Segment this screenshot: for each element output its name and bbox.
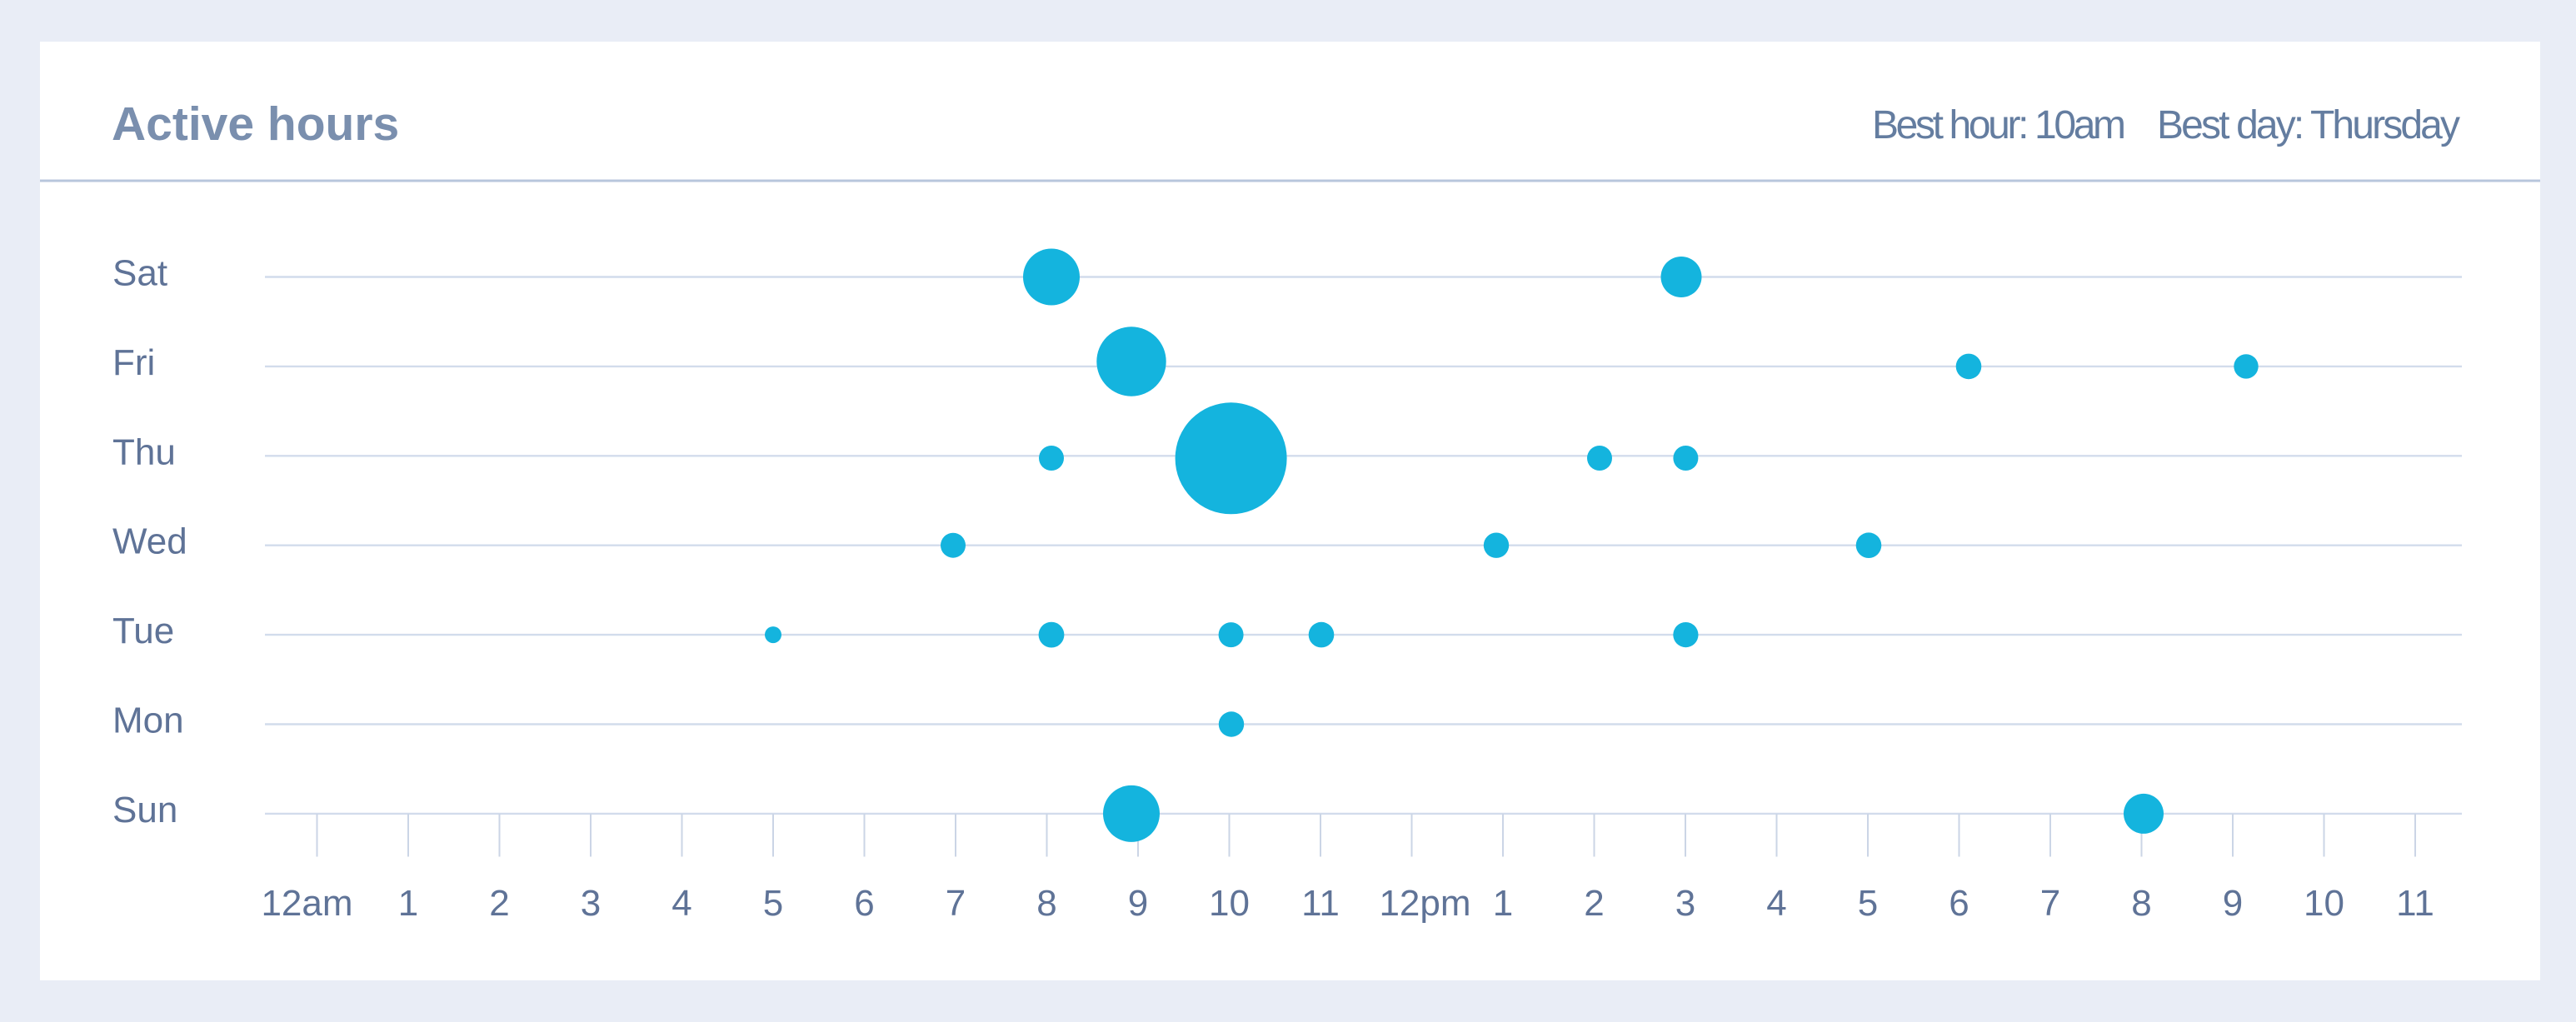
svg-text:2: 2 xyxy=(489,883,509,924)
svg-text:3: 3 xyxy=(1675,883,1695,924)
svg-text:6: 6 xyxy=(1949,883,1969,924)
svg-text:6: 6 xyxy=(854,883,874,924)
svg-text:Thu: Thu xyxy=(112,431,176,472)
svg-text:7: 7 xyxy=(2040,883,2060,924)
svg-text:9: 9 xyxy=(2223,883,2243,924)
svg-text:Wed: Wed xyxy=(112,521,187,562)
svg-text:Best hour: 10am: Best hour: 10am xyxy=(1872,103,2126,147)
svg-text:Fri: Fri xyxy=(112,342,155,383)
svg-text:Sun: Sun xyxy=(112,790,177,830)
svg-text:10: 10 xyxy=(2304,883,2344,924)
svg-text:8: 8 xyxy=(2131,883,2151,924)
svg-text:4: 4 xyxy=(671,883,691,924)
svg-text:1: 1 xyxy=(1493,883,1513,924)
svg-text:7: 7 xyxy=(946,883,966,924)
svg-text:3: 3 xyxy=(581,883,601,924)
svg-text:Tue: Tue xyxy=(112,611,174,651)
svg-text:5: 5 xyxy=(763,883,783,924)
svg-text:Active hours: Active hours xyxy=(112,97,399,151)
svg-text:11: 11 xyxy=(2396,883,2434,924)
svg-text:11: 11 xyxy=(1301,883,1340,924)
svg-text:4: 4 xyxy=(1766,883,1786,924)
svg-text:1: 1 xyxy=(398,883,418,924)
svg-text:10: 10 xyxy=(1209,883,1250,924)
svg-text:Best day: Thursday: Best day: Thursday xyxy=(2157,103,2460,147)
svg-text:5: 5 xyxy=(1858,883,1878,924)
svg-text:2: 2 xyxy=(1584,883,1604,924)
svg-text:9: 9 xyxy=(1128,883,1148,924)
svg-text:Sat: Sat xyxy=(112,253,167,294)
svg-text:8: 8 xyxy=(1036,883,1056,924)
svg-text:12pm: 12pm xyxy=(1379,883,1470,924)
svg-text:Mon: Mon xyxy=(112,700,184,741)
svg-text:12am: 12am xyxy=(261,883,352,924)
